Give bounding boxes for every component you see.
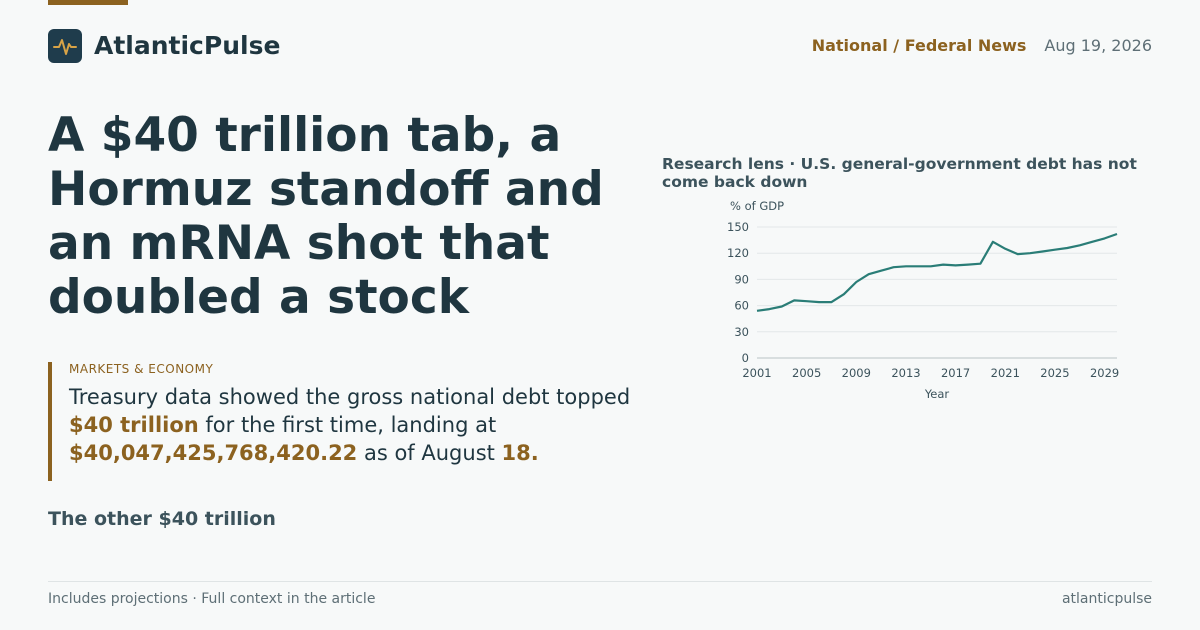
highlight-value: $40,047,425,768,420.22 bbox=[69, 441, 358, 465]
summary-text-part: Treasury data showed the gross national … bbox=[69, 385, 631, 409]
x-tick-label: 2029 bbox=[1090, 366, 1119, 380]
highlight-value: $40 trillion bbox=[69, 413, 199, 437]
series-group bbox=[756, 232, 1118, 312]
brand-name[interactable]: AtlanticPulse bbox=[94, 31, 281, 60]
x-ticks: 2001 2005 2009 2013 2017 2021 2025 2029 bbox=[742, 366, 1119, 380]
top-accent-bar bbox=[48, 0, 128, 5]
section-link[interactable]: National / Federal News bbox=[811, 36, 1027, 55]
y-ticks: 0 30 60 90 120 150 bbox=[727, 220, 749, 365]
footer-note: Includes projections · Full context in t… bbox=[48, 591, 376, 607]
x-tick-label: 2017 bbox=[941, 366, 970, 380]
summary-text-part: as of August bbox=[357, 441, 502, 465]
publish-date: Aug 19, 2026 bbox=[1044, 36, 1152, 55]
category-kicker[interactable]: MARKETS & ECONOMY bbox=[69, 362, 214, 376]
y-tick-label: 0 bbox=[742, 351, 749, 365]
chart-grid bbox=[757, 226, 1117, 359]
x-tick-label: 2009 bbox=[842, 366, 871, 380]
headline[interactable]: A $40 trillion tab, a Hormuz standoff an… bbox=[48, 108, 604, 325]
summary-callout: MARKETS & ECONOMY Treasury data showed t… bbox=[48, 362, 638, 481]
subheading[interactable]: The other $40 trillion bbox=[48, 508, 276, 530]
y-tick-label: 120 bbox=[727, 246, 749, 260]
header-meta: National / Federal News Aug 19, 2026 bbox=[812, 36, 1152, 56]
pulse-icon[interactable] bbox=[48, 29, 82, 63]
highlight-value: 18. bbox=[501, 441, 539, 465]
debt-line-chart: % of GDP Year 0 30 60 90 120 150 2001 2005 2009… bbox=[727, 199, 1119, 401]
x-tick-label: 2021 bbox=[991, 366, 1020, 380]
x-tick-label: 2013 bbox=[891, 366, 920, 380]
x-tick-label: 2001 bbox=[742, 366, 771, 380]
summary-text: Treasury data showed the gross national … bbox=[69, 383, 638, 467]
y-axis-label: % of GDP bbox=[730, 199, 784, 213]
chart-title: Research lens · U.S. general-government … bbox=[662, 155, 1137, 191]
y-tick-label: 90 bbox=[734, 272, 749, 286]
x-axis-label: Year bbox=[924, 387, 950, 401]
x-tick-label: 2025 bbox=[1040, 366, 1069, 380]
y-tick-label: 150 bbox=[727, 220, 749, 234]
debt-series-line bbox=[756, 232, 1118, 312]
y-tick-label: 60 bbox=[734, 299, 749, 313]
summary-text-part: for the first time, landing at bbox=[198, 413, 497, 437]
y-tick-label: 30 bbox=[734, 325, 749, 339]
footer-brand[interactable]: atlanticpulse bbox=[1061, 591, 1152, 607]
footer-divider bbox=[48, 581, 1152, 582]
x-tick-label: 2005 bbox=[792, 366, 821, 380]
